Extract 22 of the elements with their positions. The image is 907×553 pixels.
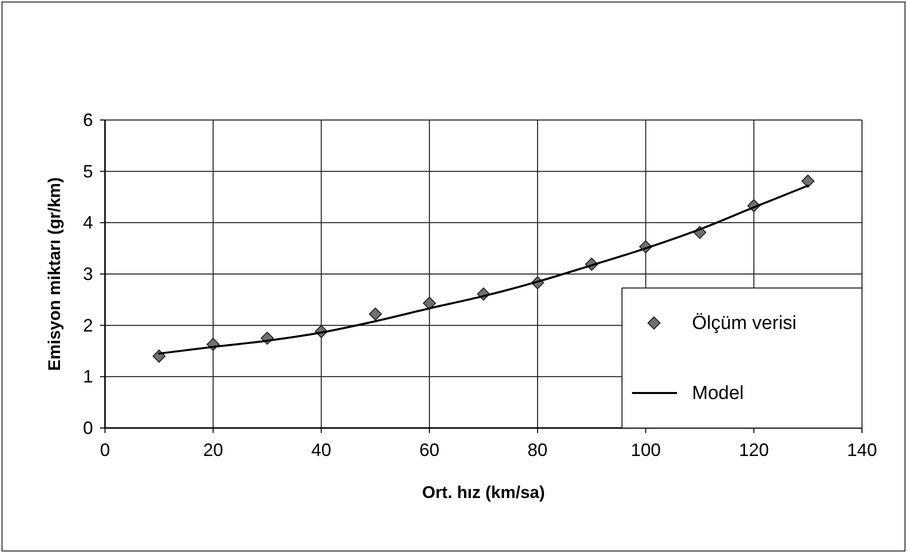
legend-label: Ölçüm verisi (692, 313, 797, 334)
x-tick-label: 60 (419, 440, 440, 460)
x-tick-label: 20 (203, 440, 224, 460)
y-tick-label: 1 (82, 366, 93, 387)
y-tick-label: 3 (82, 264, 93, 284)
x-tick-label: 80 (528, 440, 548, 460)
y-tick-label: 5 (82, 161, 93, 182)
y-tick-label: 4 (82, 212, 93, 233)
x-tick-label: 120 (738, 440, 769, 460)
y-tick-label: 2 (82, 315, 93, 336)
x-axis-title: Ort. hız (km/sa) (422, 483, 545, 502)
point (801, 174, 814, 188)
legend-label: Model (692, 383, 744, 404)
y-tick-label: 0 (82, 418, 93, 438)
x-tick-label: 40 (311, 440, 332, 460)
x-tick-label: 140 (846, 440, 878, 460)
y-axis-title: Emisyon miktarı (gr/km) (45, 177, 64, 371)
x-tick-label: 0 (100, 440, 110, 460)
y-tick-label: 6 (82, 110, 93, 130)
point (368, 308, 382, 321)
x-tick-label: 100 (630, 440, 661, 460)
point (422, 296, 436, 310)
